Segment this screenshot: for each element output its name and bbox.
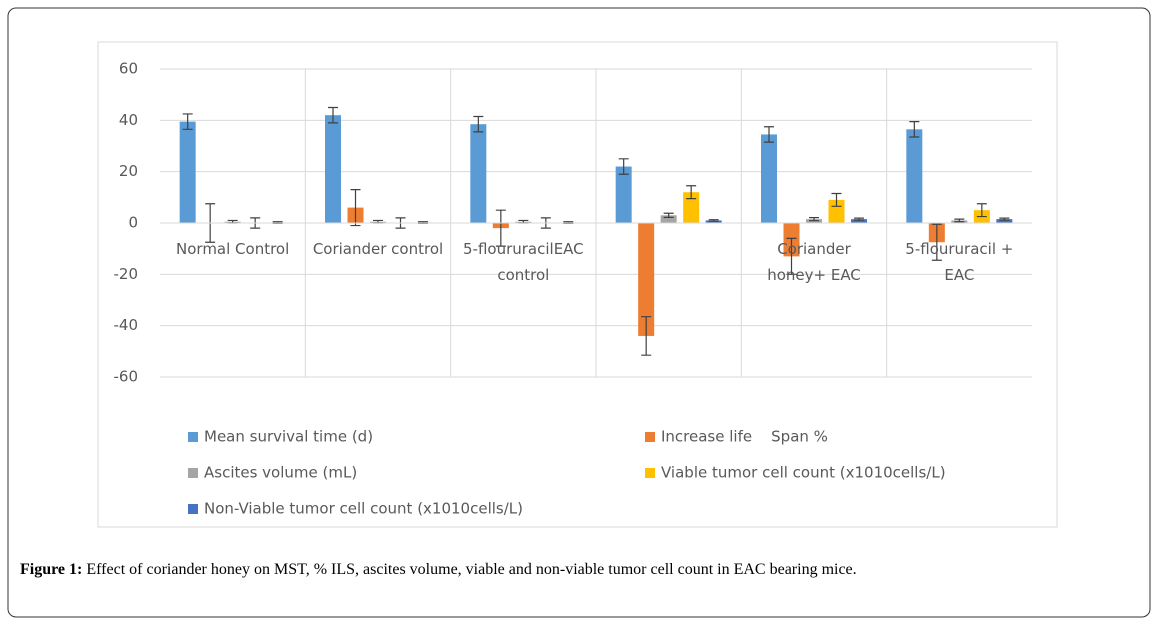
bar bbox=[906, 129, 923, 223]
bar bbox=[828, 199, 845, 223]
bar bbox=[615, 166, 632, 223]
bar bbox=[996, 219, 1013, 223]
legend-label: Non-Viable tumor cell count (x1010cells/… bbox=[204, 500, 523, 518]
error-bar bbox=[831, 192, 842, 207]
legend-swatch bbox=[645, 468, 655, 478]
error-bar bbox=[618, 158, 629, 175]
legend-swatch bbox=[188, 432, 198, 442]
error-bar bbox=[350, 189, 361, 227]
x-tick-label: Coriander honey+ EAC bbox=[767, 240, 861, 284]
error-bar bbox=[708, 219, 719, 222]
legend-swatch bbox=[188, 468, 198, 478]
error-bar bbox=[931, 223, 942, 261]
error-bar bbox=[954, 218, 965, 223]
x-tick-label: Coriander control bbox=[312, 240, 444, 258]
y-tick-label: 40 bbox=[119, 111, 138, 129]
legend-label: Viable tumor cell count (x1010cells/L) bbox=[661, 464, 946, 482]
error-bar bbox=[686, 185, 697, 200]
error-bar bbox=[999, 217, 1010, 221]
error-bar bbox=[663, 212, 674, 218]
bar bbox=[761, 134, 777, 223]
y-tick-label: -40 bbox=[114, 316, 139, 334]
error-bar bbox=[182, 113, 193, 130]
figure-frame bbox=[7, 7, 1151, 618]
legend-label: Mean survival time (d) bbox=[204, 428, 373, 446]
error-bar bbox=[495, 209, 506, 247]
caption: Figure 1: Effect of coriander honey on M… bbox=[20, 561, 857, 579]
legend-label: Ascites volume (mL) bbox=[204, 464, 357, 482]
error-bar bbox=[809, 217, 819, 222]
x-tick-label: 5-floururacil + EAC bbox=[905, 240, 1014, 284]
error-bar bbox=[976, 203, 987, 218]
y-tick-label: -60 bbox=[114, 368, 139, 386]
y-tick-label: 20 bbox=[119, 162, 138, 180]
x-tick-label: 5-floururacilEAC control bbox=[463, 240, 584, 284]
y-tick-label: 0 bbox=[128, 214, 138, 232]
error-bar bbox=[641, 316, 652, 356]
error-bar bbox=[854, 217, 864, 221]
bar bbox=[470, 124, 487, 223]
legend-swatch bbox=[645, 432, 655, 442]
bar bbox=[851, 219, 867, 223]
legend-swatch bbox=[188, 504, 198, 514]
bar bbox=[179, 121, 196, 223]
caption-text: Effect of coriander honey on MST, % ILS,… bbox=[86, 561, 857, 578]
error-bar bbox=[328, 106, 338, 124]
bar bbox=[660, 215, 677, 223]
error-bar bbox=[764, 126, 774, 143]
bar bbox=[638, 223, 655, 336]
error-bar bbox=[473, 115, 484, 133]
bar bbox=[683, 192, 700, 223]
bar bbox=[325, 115, 341, 223]
legend-label: Increase life Span % bbox=[661, 428, 828, 446]
caption-label: Figure 1: bbox=[20, 561, 83, 578]
chart-frame bbox=[97, 41, 1058, 528]
error-bar bbox=[909, 121, 920, 138]
error-bar bbox=[786, 237, 797, 275]
x-tick-label: Normal Control bbox=[176, 240, 290, 258]
y-tick-label: -20 bbox=[114, 265, 139, 283]
y-tick-label: 60 bbox=[119, 60, 138, 78]
